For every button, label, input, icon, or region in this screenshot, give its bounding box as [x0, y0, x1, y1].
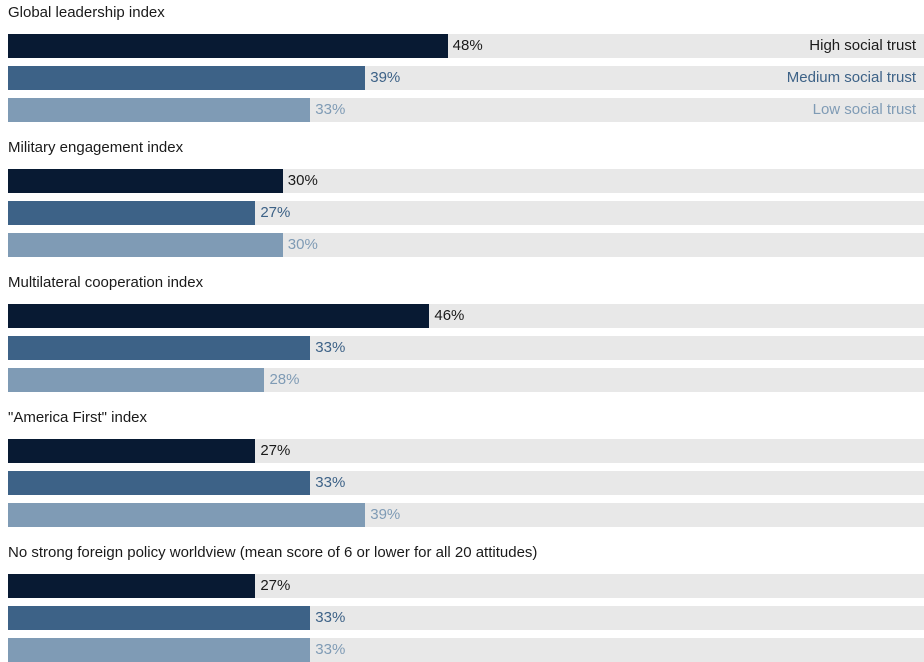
group-title: "America First" index: [8, 409, 148, 426]
bar-high: [8, 304, 430, 328]
bar-low: [8, 233, 283, 257]
data-label: 46%: [434, 307, 465, 324]
bar-track: 30%: [8, 233, 924, 257]
bar-medium: [8, 336, 311, 360]
data-label: 30%: [287, 236, 318, 253]
group-title: Global leadership index: [8, 4, 165, 21]
legend-medium: Medium social trust: [786, 69, 916, 86]
bar-high: [8, 439, 256, 463]
bar-track: 33%: [8, 336, 924, 360]
bar-track: 48% High social trust: [8, 34, 924, 58]
bar-track: 39%: [8, 503, 924, 527]
bar-track: 33%: [8, 606, 924, 630]
bar-high: [8, 574, 256, 598]
data-label: 27%: [260, 577, 291, 594]
data-label: 30%: [287, 172, 318, 189]
bar-low: [8, 638, 311, 662]
group-title: No strong foreign policy worldview (mean…: [8, 544, 538, 561]
data-label: 28%: [269, 371, 300, 388]
bar-track: 39% Medium social trust: [8, 66, 924, 90]
bar-track: 30%: [8, 169, 924, 193]
data-label: 33%: [315, 641, 346, 658]
bar-track: 27%: [8, 201, 924, 225]
data-label: 33%: [315, 609, 346, 626]
bar-track: 27%: [8, 574, 924, 598]
bar-low: [8, 503, 366, 527]
data-label: 39%: [370, 506, 401, 523]
bar-track: 27%: [8, 439, 924, 463]
data-label: 48%: [452, 37, 483, 54]
bar-high: [8, 169, 283, 193]
data-label: 33%: [315, 339, 346, 356]
bar-medium: [8, 471, 311, 495]
legend-low: Low social trust: [812, 101, 916, 118]
bar-track: 33%: [8, 471, 924, 495]
data-label: 33%: [315, 474, 346, 491]
bar-medium: [8, 66, 366, 90]
bar-low: [8, 368, 265, 392]
legend-high: High social trust: [809, 37, 916, 54]
data-label: 27%: [260, 442, 291, 459]
group-title: Military engagement index: [8, 139, 184, 156]
data-label: 33%: [315, 101, 346, 118]
bar-low: [8, 98, 311, 122]
bar-track: 28%: [8, 368, 924, 392]
group-title: Multilateral cooperation index: [8, 274, 204, 291]
bar-track: 46%: [8, 304, 924, 328]
bar-medium: [8, 606, 311, 630]
bar-track: 33% Low social trust: [8, 98, 924, 122]
bar-track: 33%: [8, 638, 924, 662]
bar-high: [8, 34, 448, 58]
data-label: 27%: [260, 204, 291, 221]
data-label: 39%: [370, 69, 401, 86]
bar-medium: [8, 201, 256, 225]
